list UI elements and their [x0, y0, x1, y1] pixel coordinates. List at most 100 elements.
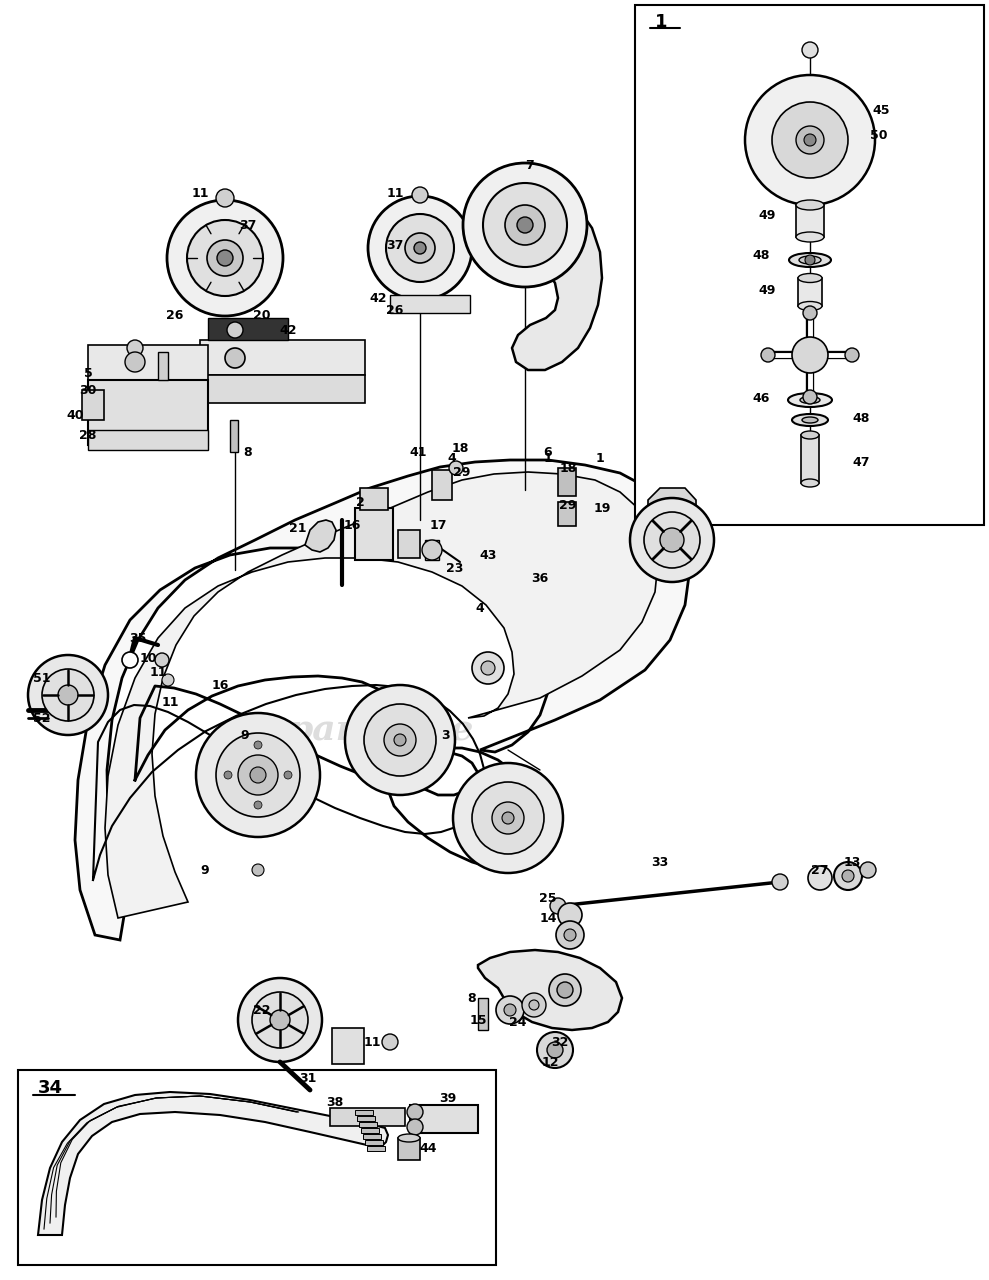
- Circle shape: [472, 782, 544, 854]
- Text: 13: 13: [844, 855, 860, 869]
- Bar: [363, 1134, 381, 1139]
- Circle shape: [449, 461, 463, 475]
- Text: 19: 19: [593, 502, 610, 515]
- Text: 25: 25: [539, 891, 557, 905]
- Text: 11: 11: [387, 187, 404, 200]
- Text: 49: 49: [758, 209, 775, 221]
- Bar: [200, 375, 365, 403]
- Circle shape: [745, 76, 875, 205]
- Polygon shape: [75, 460, 690, 940]
- Circle shape: [270, 1010, 290, 1030]
- Circle shape: [238, 978, 322, 1062]
- Circle shape: [453, 763, 563, 873]
- Text: 9: 9: [240, 728, 249, 741]
- Text: 4: 4: [476, 602, 485, 614]
- Ellipse shape: [800, 397, 820, 403]
- Circle shape: [505, 205, 545, 244]
- Text: 43: 43: [480, 549, 496, 562]
- Bar: [558, 502, 576, 526]
- Text: 37: 37: [239, 219, 257, 232]
- Circle shape: [761, 348, 775, 362]
- Ellipse shape: [799, 256, 821, 264]
- Bar: [88, 380, 208, 445]
- Circle shape: [802, 42, 818, 58]
- Text: 40: 40: [66, 408, 84, 421]
- Circle shape: [564, 929, 576, 941]
- Circle shape: [805, 255, 815, 265]
- Text: 36: 36: [531, 571, 549, 585]
- Circle shape: [522, 993, 546, 1018]
- Text: 3: 3: [441, 728, 449, 741]
- Text: 20: 20: [253, 308, 271, 321]
- Bar: [200, 340, 365, 375]
- Ellipse shape: [792, 413, 828, 426]
- Circle shape: [412, 187, 428, 204]
- Text: 6: 6: [544, 445, 552, 458]
- Circle shape: [504, 1004, 516, 1016]
- Circle shape: [808, 867, 832, 890]
- Text: 14: 14: [539, 911, 557, 924]
- Bar: [360, 488, 388, 509]
- Circle shape: [58, 685, 78, 705]
- Ellipse shape: [798, 302, 822, 311]
- Text: 23: 23: [446, 562, 464, 575]
- Polygon shape: [648, 488, 696, 522]
- Circle shape: [803, 306, 817, 320]
- Circle shape: [492, 803, 524, 835]
- Circle shape: [483, 183, 567, 268]
- Text: 11: 11: [191, 187, 209, 200]
- Circle shape: [216, 733, 300, 817]
- Bar: [330, 1108, 405, 1126]
- Circle shape: [557, 982, 573, 998]
- Circle shape: [217, 250, 233, 266]
- Circle shape: [860, 861, 876, 878]
- Circle shape: [407, 1119, 423, 1135]
- Circle shape: [422, 540, 442, 561]
- Circle shape: [414, 242, 426, 253]
- Text: 50: 50: [870, 128, 887, 142]
- Ellipse shape: [796, 200, 824, 210]
- Bar: [390, 294, 470, 314]
- Bar: [798, 278, 822, 306]
- Ellipse shape: [788, 393, 832, 407]
- Circle shape: [125, 352, 145, 372]
- Text: 11: 11: [161, 695, 179, 709]
- Text: 26: 26: [166, 308, 184, 321]
- Circle shape: [796, 125, 824, 154]
- Text: 2: 2: [356, 495, 364, 508]
- Circle shape: [254, 741, 262, 749]
- Circle shape: [368, 196, 472, 300]
- Circle shape: [364, 704, 436, 776]
- Circle shape: [394, 733, 406, 746]
- Text: 30: 30: [79, 384, 97, 397]
- Circle shape: [772, 874, 788, 890]
- Circle shape: [238, 755, 278, 795]
- Circle shape: [407, 1103, 423, 1120]
- Bar: [801, 435, 819, 483]
- Bar: [635, 5, 984, 525]
- Bar: [88, 430, 208, 451]
- Text: partstree: partstree: [287, 713, 474, 748]
- Circle shape: [284, 771, 292, 780]
- Ellipse shape: [801, 479, 819, 486]
- Circle shape: [254, 801, 262, 809]
- Text: 35: 35: [130, 631, 146, 645]
- Circle shape: [556, 922, 584, 948]
- Text: 41: 41: [409, 445, 426, 458]
- Circle shape: [547, 1042, 563, 1059]
- Text: 39: 39: [439, 1092, 457, 1105]
- Bar: [425, 540, 439, 561]
- Text: 18: 18: [451, 442, 469, 454]
- Text: 48: 48: [852, 411, 869, 425]
- Circle shape: [155, 653, 169, 667]
- Bar: [398, 1138, 420, 1160]
- Text: 46: 46: [752, 392, 769, 404]
- Circle shape: [803, 390, 817, 404]
- Circle shape: [772, 102, 848, 178]
- Circle shape: [225, 348, 245, 369]
- Circle shape: [122, 652, 138, 668]
- Bar: [558, 468, 576, 497]
- Text: 22: 22: [253, 1004, 271, 1016]
- Circle shape: [472, 652, 504, 684]
- Text: 42: 42: [279, 324, 297, 337]
